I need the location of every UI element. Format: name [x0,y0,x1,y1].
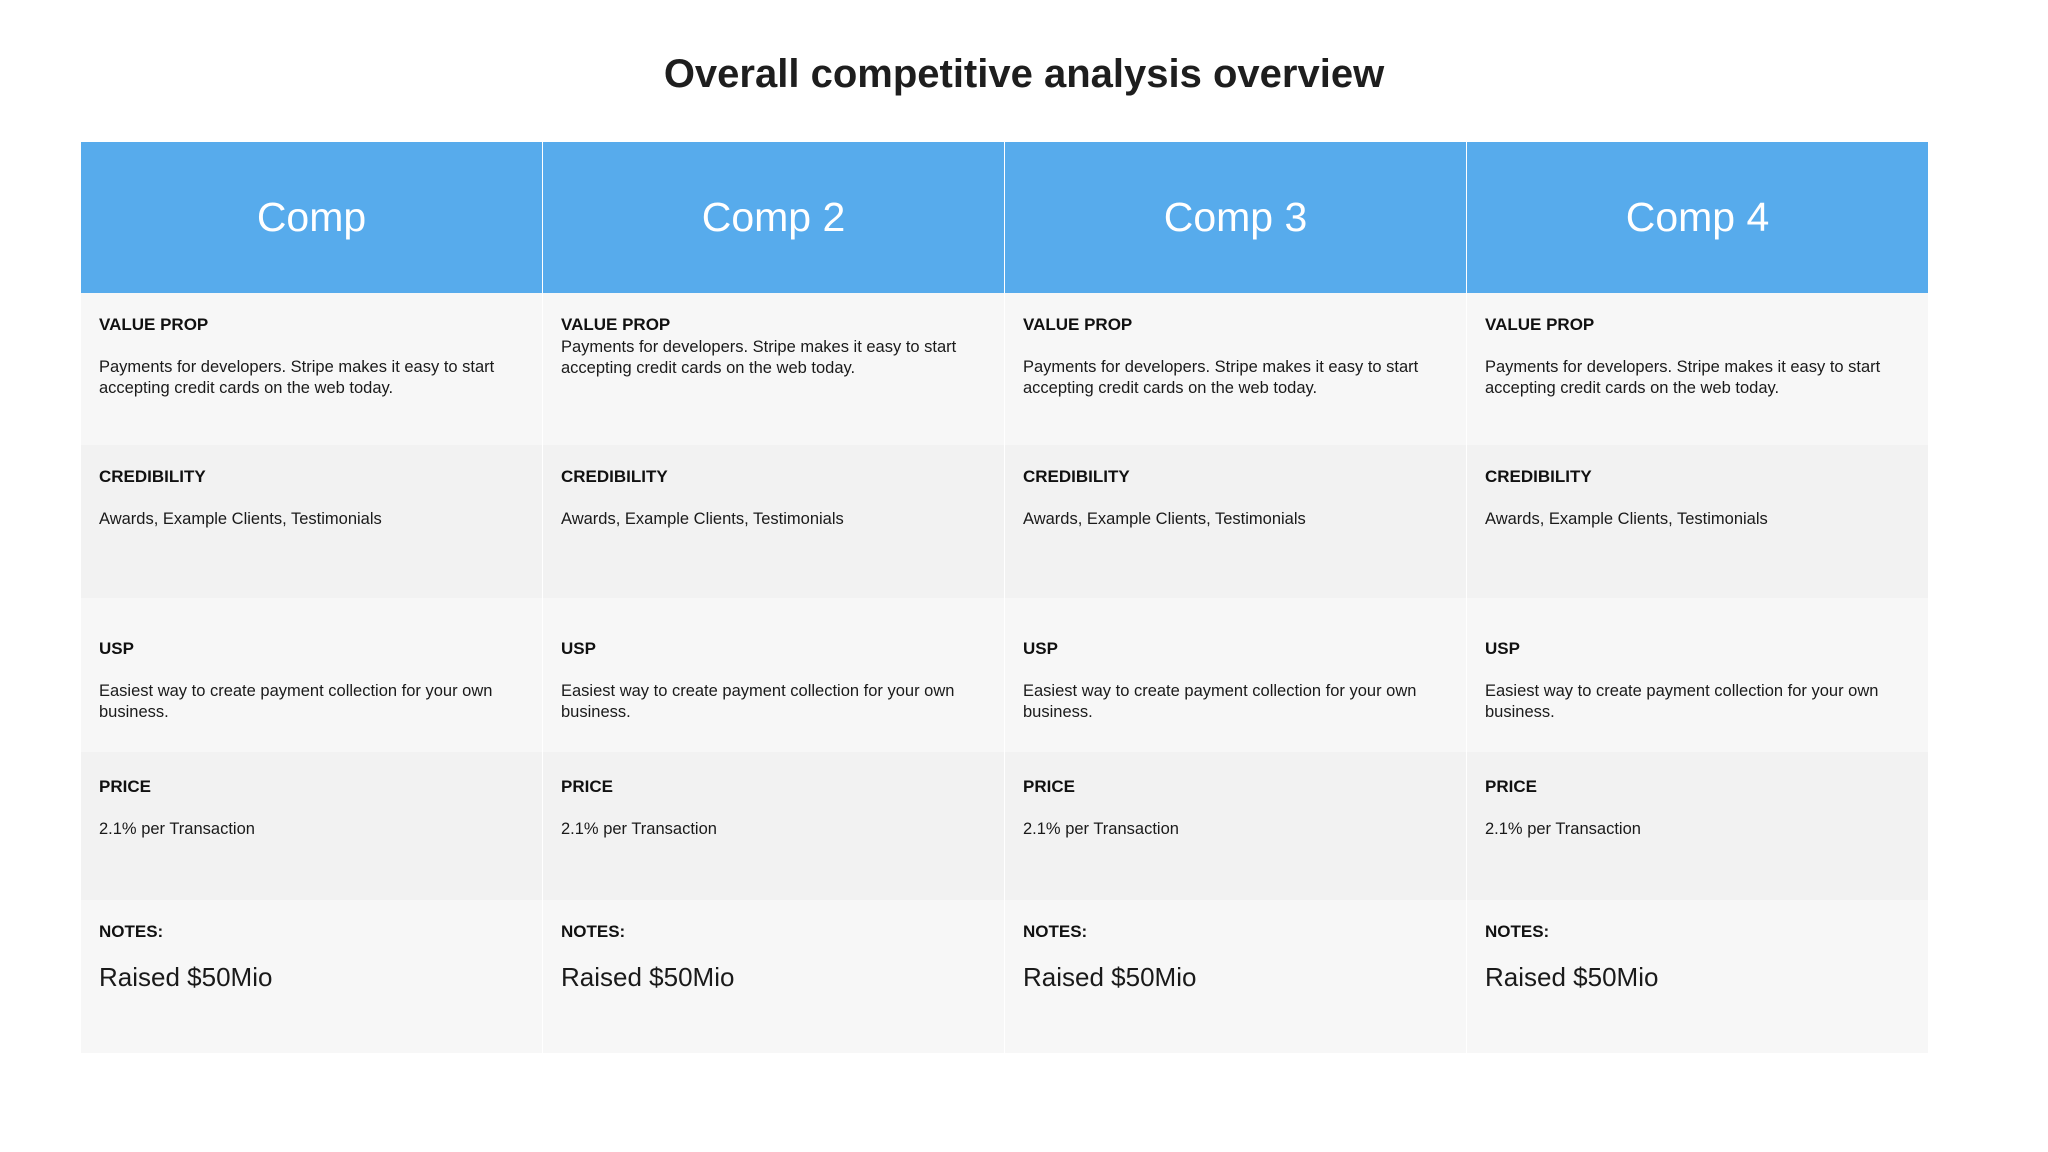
value-prop-label: VALUE PROP [99,315,209,334]
notes-cell: NOTES: Raised $50Mio [543,900,1004,1053]
notes-cell: NOTES: Raised $50Mio [1467,900,1928,1053]
price-text: 2.1% per Transaction [561,820,717,838]
notes-text: Raised $50Mio [561,962,735,992]
column-divider [542,142,543,293]
credibility-cell: CREDIBILITY Awards, Example Clients, Tes… [1005,445,1466,598]
column-divider [542,445,543,598]
column-divider [542,598,543,752]
value-prop-text: Payments for developers. Stripe makes it… [561,338,957,377]
column-divider [1004,142,1005,293]
credibility-text: Awards, Example Clients, Testimonials [1023,510,1306,528]
credibility-label: CREDIBILITY [561,467,668,486]
price-cell: PRICE 2.1% per Transaction [1005,752,1466,900]
value-prop-text: Payments for developers. Stripe makes it… [99,358,495,397]
credibility-cell: CREDIBILITY Awards, Example Clients, Tes… [543,445,1004,598]
column-divider [542,752,543,900]
price-label: PRICE [99,777,151,796]
notes-cell: NOTES: Raised $50Mio [81,900,542,1053]
price-label: PRICE [1023,777,1075,796]
column-divider [1004,293,1005,445]
price-text: 2.1% per Transaction [1485,820,1641,838]
price-cell: PRICE 2.1% per Transaction [81,752,542,900]
price-cell: PRICE 2.1% per Transaction [1467,752,1928,900]
column-divider [1466,293,1467,445]
value-prop-cell: VALUE PROP Payments for developers. Stri… [1467,293,1928,445]
column-divider [1466,752,1467,900]
column-divider [1004,752,1005,900]
value-prop-cell: VALUE PROP Payments for developers. Stri… [81,293,542,445]
notes-label: NOTES: [1023,922,1088,941]
usp-text: Easiest way to create payment collection… [561,682,955,721]
comparison-table: Comp Comp 2 Comp 3 Comp 4 VALUE PROP Pay… [81,142,1928,1053]
usp-label: USP [561,639,596,658]
column-divider [542,900,543,1053]
column-header-comp-4: Comp 4 [1467,142,1928,293]
credibility-cell: CREDIBILITY Awards, Example Clients, Tes… [81,445,542,598]
credibility-label: CREDIBILITY [1485,467,1592,486]
usp-text: Easiest way to create payment collection… [1485,682,1879,721]
credibility-text: Awards, Example Clients, Testimonials [99,510,382,528]
notes-cell: NOTES: Raised $50Mio [1005,900,1466,1053]
usp-text: Easiest way to create payment collection… [1023,682,1417,721]
credibility-text: Awards, Example Clients, Testimonials [1485,510,1768,528]
column-divider [1466,598,1467,752]
column-header-comp-1: Comp [81,142,542,293]
column-divider [1004,445,1005,598]
column-header-comp-2: Comp 2 [543,142,1004,293]
usp-text: Easiest way to create payment collection… [99,682,493,721]
credibility-label: CREDIBILITY [99,467,206,486]
column-divider [1466,900,1467,1053]
value-prop-cell: VALUE PROP Payments for developers. Stri… [543,293,1004,445]
usp-cell: USP Easiest way to create payment collec… [1467,598,1928,752]
credibility-text: Awards, Example Clients, Testimonials [561,510,844,528]
usp-cell: USP Easiest way to create payment collec… [81,598,542,752]
usp-cell: USP Easiest way to create payment collec… [543,598,1004,752]
value-prop-cell: VALUE PROP Payments for developers. Stri… [1005,293,1466,445]
value-prop-text: Payments for developers. Stripe makes it… [1023,358,1419,397]
value-prop-label: VALUE PROP [1485,315,1595,334]
column-divider [1466,445,1467,598]
price-text: 2.1% per Transaction [1023,820,1179,838]
usp-label: USP [99,639,134,658]
column-header-comp-3: Comp 3 [1005,142,1466,293]
column-divider [1004,900,1005,1053]
notes-label: NOTES: [99,922,164,941]
price-text: 2.1% per Transaction [99,820,255,838]
usp-label: USP [1485,639,1520,658]
value-prop-label: VALUE PROP [1023,315,1133,334]
usp-label: USP [1023,639,1058,658]
price-label: PRICE [561,777,613,796]
page-title: Overall competitive analysis overview [663,52,1385,96]
usp-cell: USP Easiest way to create payment collec… [1005,598,1466,752]
notes-text: Raised $50Mio [99,962,273,992]
notes-text: Raised $50Mio [1485,962,1659,992]
value-prop-label: VALUE PROP [561,315,671,334]
credibility-label: CREDIBILITY [1023,467,1130,486]
price-label: PRICE [1485,777,1537,796]
column-divider [1004,598,1005,752]
price-cell: PRICE 2.1% per Transaction [543,752,1004,900]
credibility-cell: CREDIBILITY Awards, Example Clients, Tes… [1467,445,1928,598]
column-divider [1466,142,1467,293]
notes-label: NOTES: [561,922,626,941]
value-prop-text: Payments for developers. Stripe makes it… [1485,358,1881,397]
notes-label: NOTES: [1485,922,1550,941]
column-divider [542,293,543,445]
notes-text: Raised $50Mio [1023,962,1197,992]
